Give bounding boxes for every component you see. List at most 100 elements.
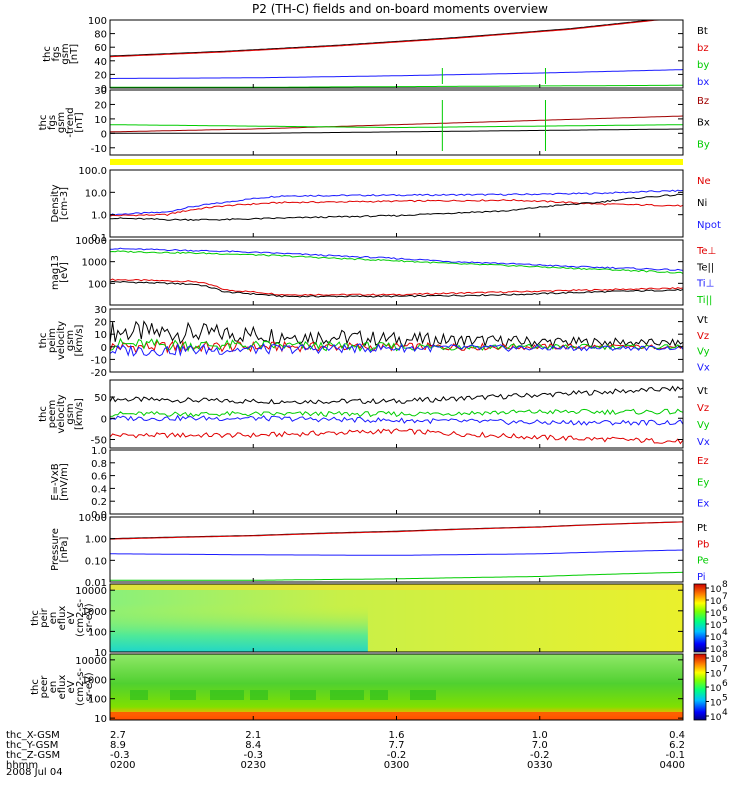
ion-low-energy-band — [110, 604, 368, 652]
series-fgs_dtrend-2 — [110, 124, 683, 129]
y-axis-label: thc — [42, 46, 53, 62]
colorbar-tick-exponent: 4 — [722, 628, 728, 638]
colorbar-tick-exponent: 8 — [722, 650, 728, 660]
y-tick-label: 10 — [94, 714, 107, 725]
series-density-1 — [109, 198, 684, 217]
y-tick-label: 10.00 — [78, 513, 107, 524]
colorbar-tick-exponent: 5 — [722, 616, 728, 626]
panel-frame — [109, 516, 684, 583]
legend-entry: Pt — [697, 523, 707, 534]
colorbar-tick-exponent: 4 — [722, 708, 728, 718]
y-tick-label: 0 — [101, 129, 107, 140]
legend-entry: Vy — [697, 347, 710, 358]
colorbar-tick-label: 10 — [710, 684, 722, 694]
colorbar-tick-label: 10 — [710, 645, 722, 655]
y-axis-label: [nPa] — [59, 536, 70, 562]
y-axis-label: [mV/m] — [59, 463, 70, 501]
y-axis-label: E=-VxB — [50, 463, 61, 500]
time-axis-value: 1.6 — [389, 730, 405, 741]
colorbar-tick-label: 10 — [710, 713, 722, 723]
time-axis-value: 8.4 — [245, 740, 261, 751]
time-axis-value: 0230 — [241, 760, 266, 771]
y-axis-label: Pressure — [50, 528, 61, 571]
time-axis-value: 8.9 — [110, 740, 126, 751]
y-axis-label: mag13 — [50, 255, 61, 290]
panel-frame — [109, 89, 684, 156]
legend-entry: Vt — [697, 315, 708, 326]
time-axis-value: -0.3 — [110, 750, 130, 761]
legend-entry: Bx — [697, 118, 710, 129]
y-axis-label: en — [48, 681, 59, 694]
y-tick-label: 0.1 — [91, 233, 107, 244]
quality-flag-bar — [110, 159, 683, 165]
legend-entry: Vx — [697, 362, 710, 373]
time-axis-label: thc_Z-GSM — [6, 750, 60, 761]
colorbar — [693, 583, 707, 653]
y-axis-label: sr-eV) — [84, 672, 95, 701]
figure-title: P2 (TH-C) fields and on-board moments ov… — [252, 2, 548, 16]
y-axis-label: gsm — [65, 330, 76, 351]
legend-entry: Te|| — [696, 262, 714, 273]
y-axis-label: velocity — [56, 394, 67, 433]
y-tick-label: 20 — [94, 318, 107, 329]
colorbar-tick-label: 10 — [710, 633, 722, 643]
y-axis-label: [nT] — [74, 112, 85, 132]
time-axis-value: 0300 — [384, 760, 409, 771]
y-tick-label: 1.00 — [85, 535, 107, 546]
series-peim_vel-3 — [109, 342, 684, 357]
colorbar-tick-label: 10 — [710, 655, 722, 665]
series-density-2 — [110, 193, 684, 221]
panel-density: 0.1 1.0 10.0 100.0 Density[cm-3] Ne Ni Npot — [50, 166, 721, 244]
legend-entry: Bz — [697, 96, 709, 107]
panel-efield: 0.0 0.2 0.40.6 0.8 1.0 E=-VxB[mV/m] Ez Ey Ex — [50, 446, 709, 521]
y-tick-label: 0 — [101, 343, 107, 354]
y-axis-label: thc — [38, 406, 49, 422]
y-axis-label: peem — [47, 400, 58, 428]
legend-entry: by — [697, 60, 709, 71]
legend-entry: Bt — [697, 26, 708, 37]
y-tick-label: 10000 — [75, 656, 107, 667]
legend-entry: Ne — [697, 176, 711, 187]
y-axis-label: peir — [39, 607, 50, 627]
series-temp-1 — [109, 280, 684, 298]
y-axis-label: thc — [38, 333, 49, 349]
y-tick-label: 30 — [94, 305, 107, 316]
y-tick-label: 0.0 — [91, 510, 107, 521]
y-tick-label: 0.10 — [85, 556, 107, 567]
series-peem_vel-3 — [109, 414, 684, 426]
y-axis-label: eV — [66, 680, 77, 693]
series-peem_vel-1 — [109, 428, 684, 445]
y-tick-label: 30 — [94, 86, 107, 97]
y-axis-label: [nT] — [69, 44, 80, 64]
series-pressure-1 — [110, 521, 683, 540]
y-tick-label: 100 — [88, 627, 107, 638]
y-axis-label: [eV] — [59, 262, 70, 283]
series-pressure-3 — [110, 549, 684, 556]
panel-temp: 100 1000 10000 mag13[eV] Te⊥ Te|| Ti⊥ Ti|| — [50, 236, 716, 306]
time-axis-value: -0.1 — [665, 750, 685, 761]
time-axis-value: 0400 — [660, 760, 685, 771]
y-tick-label: 0 — [101, 84, 107, 95]
electron-band-patch — [130, 690, 148, 700]
time-axis-value: 1.0 — [532, 730, 548, 741]
time-axis-value: 0330 — [527, 760, 552, 771]
y-tick-label: 100 — [88, 695, 107, 706]
y-tick-label: 1.0 — [91, 211, 107, 222]
colorbar-tick-label: 10 — [710, 585, 722, 595]
y-axis-label: (cm2-s- — [75, 599, 86, 637]
time-axis-value: 0.4 — [669, 730, 685, 741]
date-label: 2008 Jul 04 — [6, 767, 63, 778]
electron-band-patch — [170, 690, 196, 700]
legend-entry: Pi — [697, 572, 706, 583]
ion-high-energy-band — [110, 584, 683, 590]
legend-entry: bx — [697, 77, 709, 88]
colorbar-tick-label: 10 — [710, 699, 722, 709]
legend-entry: Vz — [697, 403, 709, 414]
